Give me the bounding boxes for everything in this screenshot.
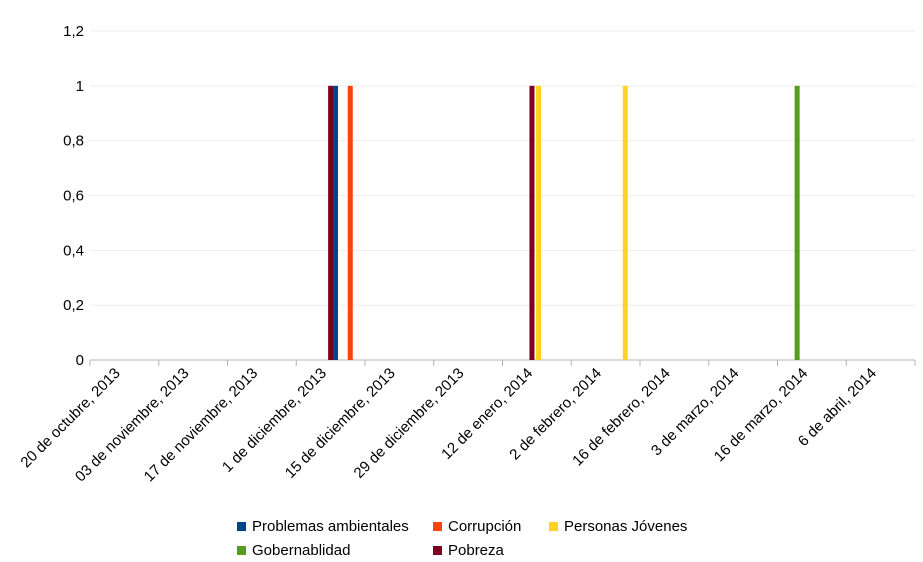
legend: Problemas ambientales Corrupción Personas … bbox=[237, 516, 707, 560]
legend-label: Personas Jóvenes bbox=[564, 517, 688, 535]
y-axis-ticks: 0 0,2 0,4 0,6 0,8 1 1,2 bbox=[63, 23, 84, 369]
legend-swatch bbox=[433, 521, 442, 531]
legend-label: Corrupción bbox=[448, 517, 522, 535]
x-tick-label: 17 de noviembre, 2013 bbox=[141, 365, 262, 486]
legend-item: Problemas ambientales bbox=[237, 516, 433, 536]
y-tick-label: 0,6 bbox=[63, 188, 84, 205]
legend-swatch bbox=[433, 545, 442, 555]
bar bbox=[536, 85, 542, 360]
y-tick-label: 1,2 bbox=[63, 23, 84, 40]
legend-item: Corrupción bbox=[433, 516, 549, 536]
bar bbox=[794, 85, 800, 360]
bar bbox=[622, 85, 628, 360]
legend-swatch bbox=[237, 545, 246, 555]
bar bbox=[529, 85, 535, 360]
legend-label: Pobreza bbox=[448, 541, 504, 559]
legend-item: Personas Jóvenes bbox=[549, 516, 707, 536]
gridlines bbox=[90, 30, 915, 361]
bar bbox=[333, 85, 339, 360]
legend-label: Problemas ambientales bbox=[252, 517, 409, 535]
legend-item: Gobernablidad bbox=[237, 540, 433, 560]
legend-swatch bbox=[237, 521, 246, 531]
y-tick-label: 0,2 bbox=[63, 297, 84, 314]
y-tick-label: 1 bbox=[76, 78, 84, 95]
bar bbox=[347, 85, 353, 360]
bars bbox=[328, 85, 800, 360]
y-tick-label: 0,8 bbox=[63, 133, 84, 150]
legend-swatch bbox=[549, 521, 558, 531]
legend-label: Gobernablidad bbox=[252, 541, 351, 559]
y-tick-label: 0,4 bbox=[63, 242, 84, 259]
y-tick-label: 0 bbox=[76, 352, 84, 369]
legend-item: Pobreza bbox=[433, 540, 549, 560]
bar bbox=[328, 85, 334, 360]
x-tick-label: 03 de noviembre, 2013 bbox=[72, 365, 193, 486]
